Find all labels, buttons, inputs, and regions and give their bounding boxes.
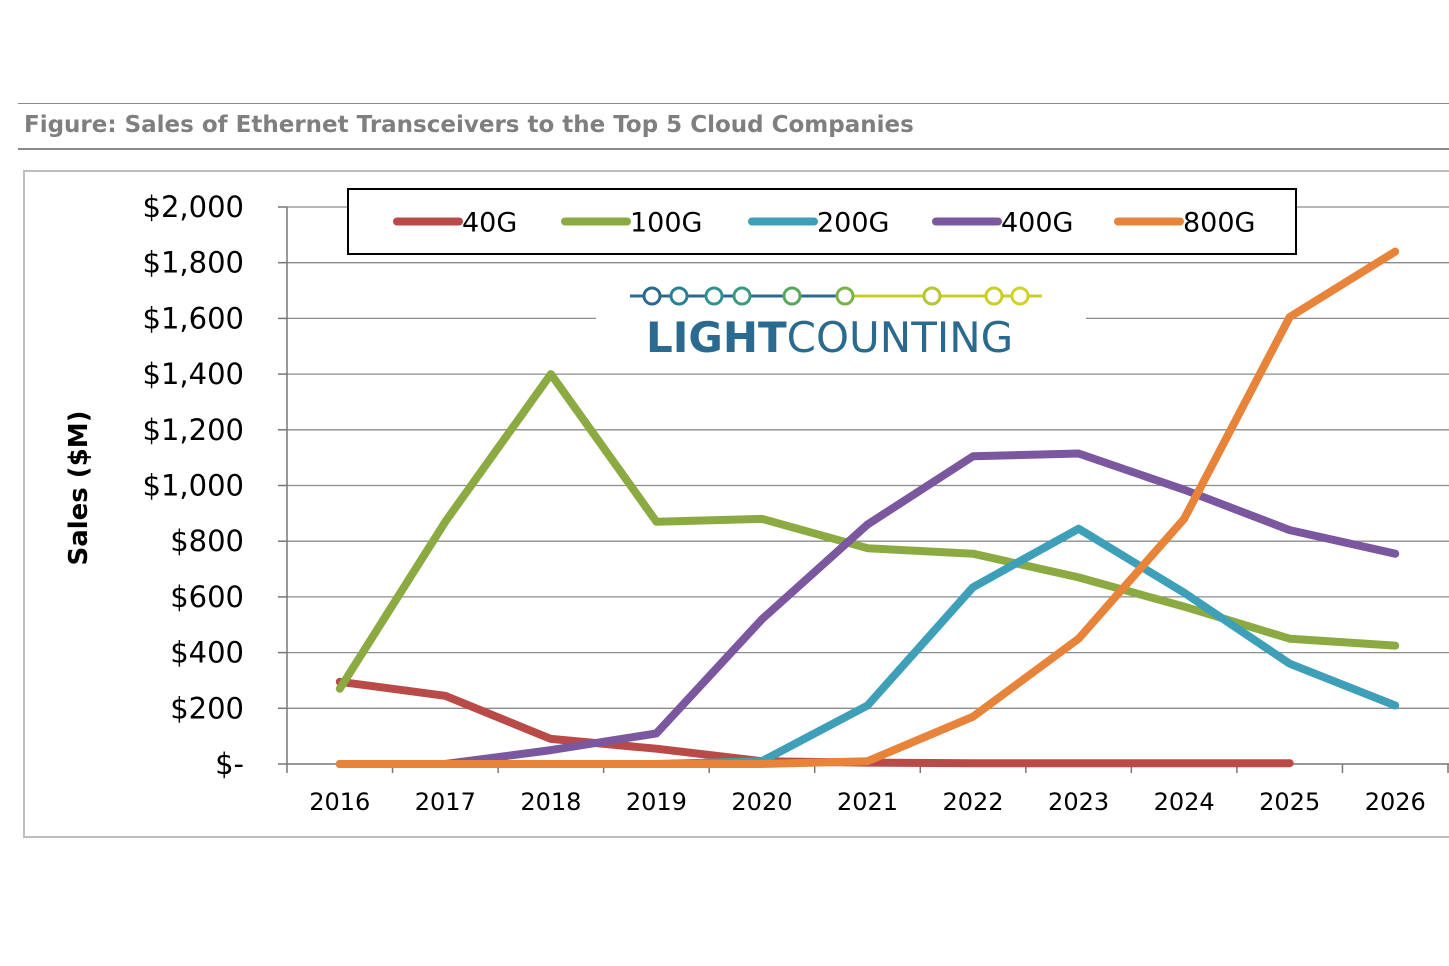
logo-text-regular: COUNTING [787,313,1014,362]
y-axis-label: Sales ($M) [64,410,94,565]
logo-text-bold: LIGHT [646,313,787,362]
caption-rule-bottom [18,148,1449,150]
legend-label-200G: 200G [817,208,889,239]
logo-circle [732,286,752,306]
logo-circle [922,286,942,306]
y-tick-label: $1,400 [143,357,244,391]
logo-circle [1010,286,1030,306]
x-tick-label: 2019 [626,788,687,816]
lightcounting-logo: LIGHTCOUNTING [596,278,1086,370]
x-tick-label: 2022 [943,788,1004,816]
y-tick-label: $1,000 [143,469,244,503]
figure-caption: Figure: Sales of Ethernet Transceivers t… [24,112,914,138]
logo-circle [984,286,1004,306]
x-tick-label: 2023 [1048,788,1109,816]
x-tick-label: 2026 [1365,788,1426,816]
y-tick-label: $600 [170,580,244,614]
legend-label-100G: 100G [630,208,702,239]
x-tick-label: 2018 [520,788,581,816]
logo-text: LIGHTCOUNTING [646,313,1013,362]
series-line-200G [335,524,1400,768]
logo-circle [642,286,662,306]
y-tick-label: $400 [170,636,244,670]
x-tick-label: 2017 [415,788,476,816]
series-lines [335,247,1400,768]
logo-circle [704,286,724,306]
x-tick-label: 2016 [309,788,370,816]
y-tick-label: $1,200 [143,413,244,447]
legend-label-400G: 400G [1001,208,1073,239]
chart-frame [23,170,1449,838]
x-tick-label: 2021 [837,788,898,816]
series-line-40G [335,677,1294,768]
y-tick-label: $800 [170,524,244,558]
y-tick-label: $1,800 [143,246,244,280]
legend: 40G 100G 200G 400G 800G [347,188,1297,255]
x-tick-label: 2025 [1259,788,1320,816]
series-line-800G [335,247,1400,768]
caption-rule-top [18,103,1449,104]
series-line-400G [335,449,1400,768]
legend-label-800G: 800G [1183,208,1255,239]
logo-circle [669,286,689,306]
logo-circle [782,286,802,306]
y-tick-label: $1,600 [143,301,244,335]
x-tick-label: 2020 [731,788,792,816]
legend-label-40G: 40G [462,208,517,239]
y-tick-label: $- [215,747,244,781]
y-tick-label: $200 [170,691,244,725]
logo-circles-line [630,286,1042,306]
y-tick-label: $2,000 [143,190,244,224]
x-tick-label: 2024 [1154,788,1215,816]
logo-circle [835,286,855,306]
